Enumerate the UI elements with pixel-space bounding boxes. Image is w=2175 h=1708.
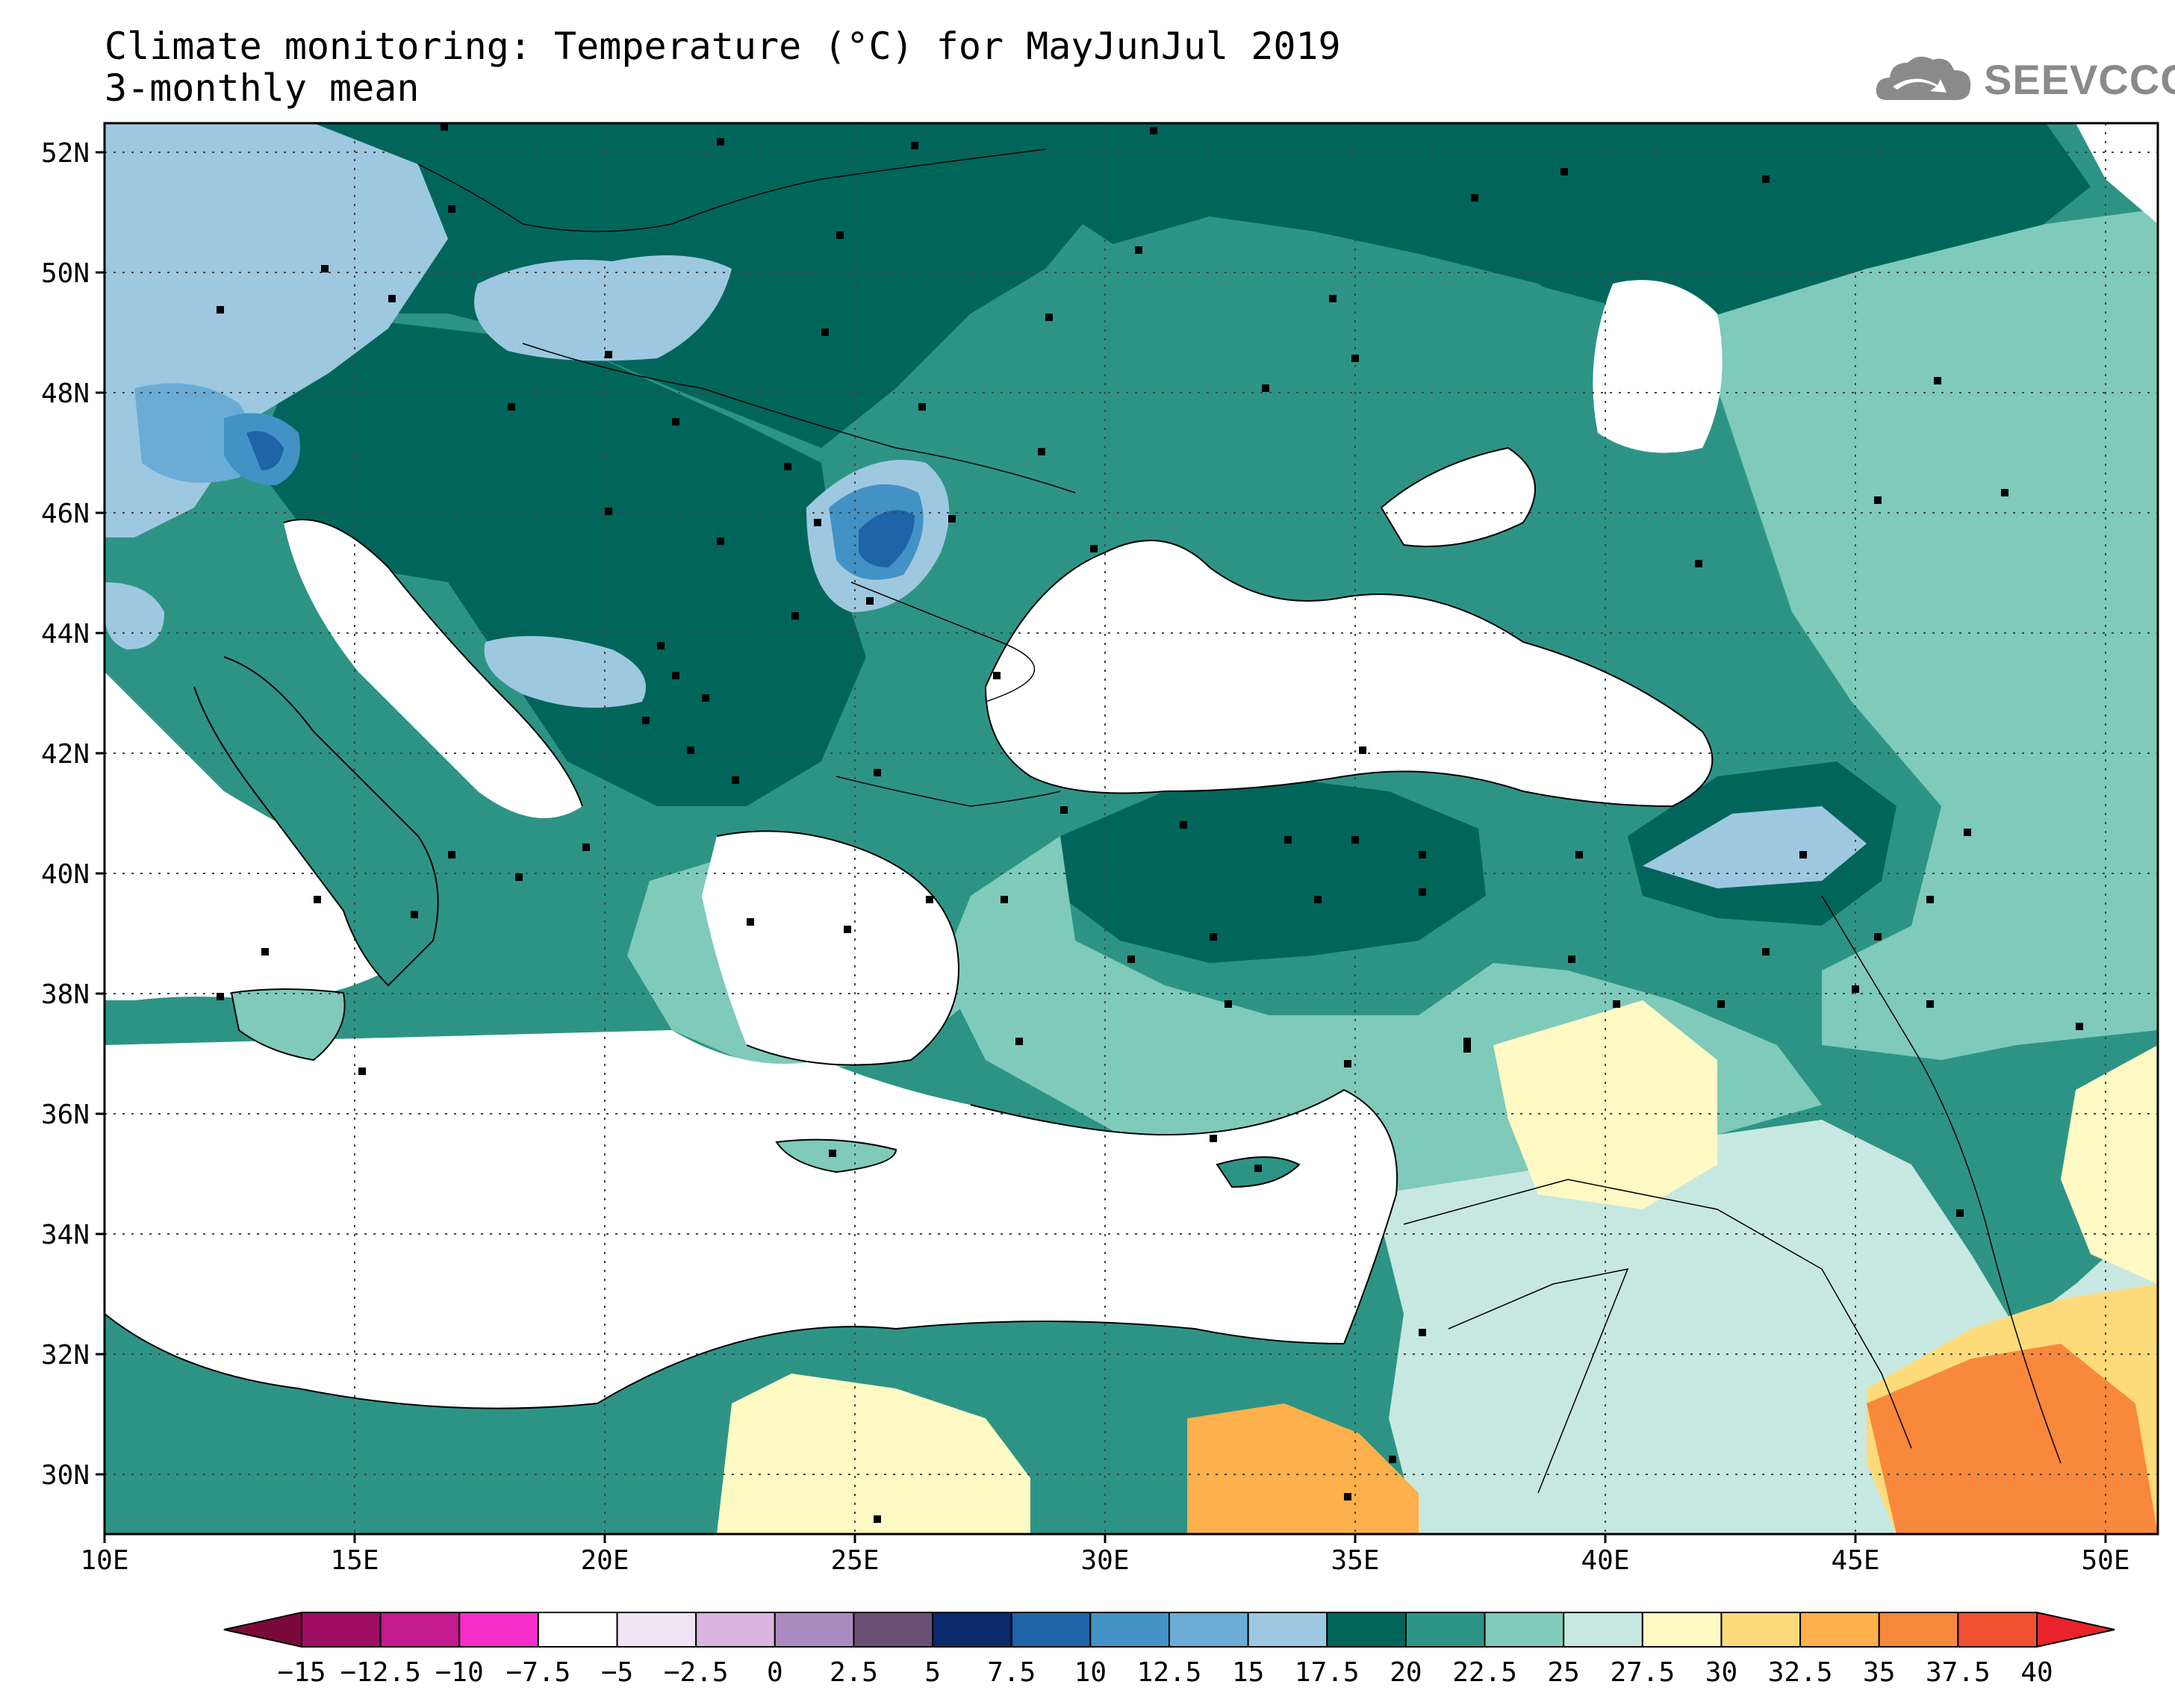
lon-tick-20e: 20E: [580, 1545, 629, 1576]
colorbar-label: 32.5: [1768, 1657, 1833, 1688]
lon-tick-30e: 30E: [1080, 1545, 1129, 1576]
colorbar-swatch: [1327, 1612, 1406, 1647]
colorbar-low-arrow: [224, 1612, 302, 1647]
colorbar-swatch: [775, 1612, 854, 1647]
lat-tick-36n: 36N: [41, 1100, 90, 1130]
colorbar-label: −15: [277, 1657, 326, 1688]
colorbar-label: 25: [1548, 1657, 1580, 1688]
lat-tick-40n: 40N: [41, 859, 90, 890]
lat-tick-30n: 30N: [41, 1460, 90, 1491]
temperature-map: 52N 50N 48N 46N 44N 42N 40N 38N 36N 34N …: [0, 0, 2175, 1708]
colorbar-label: −7.5: [506, 1657, 571, 1688]
colorbar-label: 5: [924, 1657, 941, 1688]
colorbar-swatch: [1879, 1612, 1958, 1647]
lat-tick-52n: 52N: [41, 138, 90, 169]
lat-tick-labels: 52N 50N 48N 46N 44N 42N 40N 38N 36N 34N …: [41, 138, 90, 1491]
lat-tick-46n: 46N: [41, 499, 90, 529]
lon-tick-10e: 10E: [80, 1545, 128, 1576]
colorbar-swatch: [1169, 1612, 1248, 1647]
lat-tick-50n: 50N: [41, 258, 90, 289]
colorbar-swatch: [1090, 1612, 1169, 1647]
lon-tick-25e: 25E: [830, 1545, 879, 1576]
colorbar-swatch: [538, 1612, 617, 1647]
colorbar-swatch: [1563, 1612, 1643, 1647]
lat-tick-38n: 38N: [41, 979, 90, 1010]
colorbar-swatch: [1248, 1612, 1328, 1647]
colorbar-label: 40: [2020, 1657, 2053, 1688]
colorbar-swatch: [1800, 1612, 1879, 1647]
colorbar-label: −10: [435, 1657, 484, 1688]
colorbar-label: 17.5: [1295, 1657, 1360, 1688]
colorbar-swatch: [1643, 1612, 1722, 1647]
colorbar-swatch: [617, 1612, 697, 1647]
colorbar-label: 22.5: [1452, 1657, 1517, 1688]
lat-tick-44n: 44N: [41, 619, 90, 649]
colorbar-swatch: [381, 1612, 460, 1647]
lon-tick-35e: 35E: [1331, 1545, 1379, 1576]
lon-tick-15e: 15E: [330, 1545, 379, 1576]
colorbar-label: 30: [1705, 1657, 1737, 1688]
colorbar-swatch: [853, 1612, 933, 1647]
lon-tick-50e: 50E: [2081, 1545, 2129, 1576]
colorbar-swatch: [1958, 1612, 2037, 1647]
colorbar-swatch: [696, 1612, 775, 1647]
colorbar-label: −2.5: [664, 1657, 729, 1688]
lat-tick-34n: 34N: [41, 1220, 90, 1250]
colorbar-high-arrow: [2037, 1612, 2115, 1647]
colorbar-label: 0: [767, 1657, 783, 1688]
colorbar-label: 35: [1863, 1657, 1895, 1688]
colorbar-swatch: [1406, 1612, 1485, 1647]
colorbar-swatch: [1721, 1612, 1800, 1647]
colorbar-swatch: [933, 1612, 1012, 1647]
colorbar-swatch: [302, 1612, 381, 1647]
colorbar-label: 7.5: [987, 1657, 1036, 1688]
lat-tick-42n: 42N: [41, 739, 90, 770]
map-fields: [105, 123, 2158, 1534]
colorbar: −15 −12.5 −10 −7.5 −5 −2.5 0 2.5 5 7.5 10 12.5 15 17.…: [224, 1612, 2115, 1688]
colorbar-label: 37.5: [1926, 1657, 1991, 1688]
colorbar-label: 2.5: [830, 1657, 878, 1688]
colorbar-label: 10: [1074, 1657, 1107, 1688]
colorbar-label: −5: [601, 1657, 633, 1688]
colorbar-swatch: [459, 1612, 538, 1647]
lon-tick-40e: 40E: [1581, 1545, 1629, 1576]
colorbar-swatch: [1485, 1612, 1564, 1647]
colorbar-label: −12.5: [340, 1657, 420, 1688]
colorbar-label: 12.5: [1137, 1657, 1202, 1688]
colorbar-label: 15: [1232, 1657, 1264, 1688]
lat-tick-32n: 32N: [41, 1340, 90, 1371]
lon-tick-45e: 45E: [1831, 1545, 1879, 1576]
colorbar-label: 20: [1390, 1657, 1422, 1688]
colorbar-swatch: [1012, 1612, 1091, 1647]
lat-tick-48n: 48N: [41, 378, 90, 409]
colorbar-label: 27.5: [1610, 1657, 1675, 1688]
lon-tick-labels: 10E 15E 20E 25E 30E 35E 40E 45E 50E: [80, 1545, 2129, 1576]
